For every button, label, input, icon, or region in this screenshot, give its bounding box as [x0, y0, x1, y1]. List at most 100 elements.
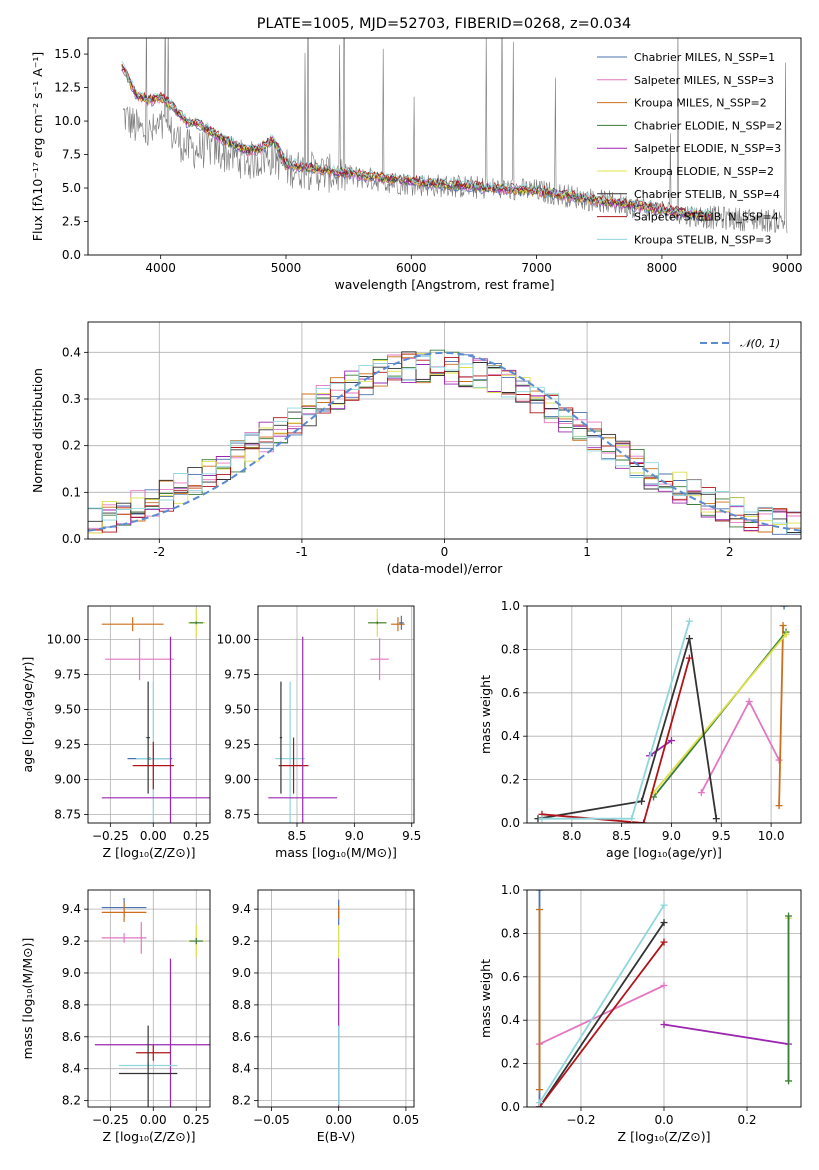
legend-label-7: Salpeter STELIB, N_SSP=4 [634, 211, 779, 224]
mass-Z-xtick-label: −0.25 [92, 1113, 129, 1127]
weight-age-marker-1-2 [775, 756, 783, 764]
weight-age-xtick-label: 8.5 [612, 829, 631, 843]
mass-EBV-ytick-label: 9.2 [232, 934, 251, 948]
mass-EBV-xtick-label: −0.05 [253, 1113, 290, 1127]
age-Z-ylabel: age [log₁₀(age/yr)] [20, 657, 35, 773]
mass-Z-point-1 [101, 902, 147, 922]
spectrum-xtick-label: 4000 [145, 261, 176, 275]
weight-Z-marker-0-1 [535, 890, 543, 894]
legend-label-1: Salpeter MILES, N_SSP=3 [634, 74, 774, 87]
weight-Z-ytick-label: 1.0 [501, 883, 520, 897]
age-Z-point-3 [101, 617, 164, 632]
mass-Z-plot-area [94, 897, 210, 1107]
legend-label-3: Chabrier ELODIE, N_SSP=2 [634, 119, 782, 132]
mass-Z-point-2 [101, 933, 147, 943]
model-line-1 [121, 65, 712, 222]
weight-age-marker-7-2 [685, 654, 693, 662]
weight-age-panel: 8.0 8.5 9.0 9.5 10.0 0.0 0.2 0.4 0.6 0.8 1.0 age [l… [478, 599, 802, 860]
age-Z-ytick-label: 9.50 [54, 703, 81, 717]
residuals-ylabel: Normed distribution [30, 368, 45, 493]
spectrum-xtick-label: 9000 [772, 261, 803, 275]
weight-Z-marker-1-1 [660, 981, 668, 989]
weight-Z-frame [526, 889, 802, 1108]
age-Z-xtick-label: −0.25 [92, 829, 129, 843]
figure-title: PLATE=1005, MJD=52703, FIBERID=0268, z=0… [257, 16, 631, 32]
weight-age-ytick-label: 0.2 [501, 773, 520, 787]
age-mass-ytick-label: 9.75 [224, 668, 251, 682]
weight-Z-plot-area [535, 890, 793, 1107]
mass-Z-ytick-label: 9.4 [62, 902, 81, 916]
weight-Z-marker-7-1 [660, 938, 668, 946]
age-mass-ytick-label: 9.00 [224, 773, 251, 787]
gaussian-reference-line [88, 351, 801, 532]
age-mass-point-0 [275, 681, 306, 823]
age-Z-panel: −0.25 0.00 0.25 8.75 9.00 9.25 9.50 9.75 10.00 Z … [20, 605, 211, 860]
spectrum-xtick-label: 6000 [396, 261, 427, 275]
mass-EBV-ytick-label: 8.4 [232, 1062, 251, 1076]
spectrum-ytick-label: 15.0 [54, 47, 81, 61]
weight-age-series-5 [652, 633, 787, 794]
weight-age-marker-8-2 [685, 617, 693, 625]
age-Z-ytick-label: 9.00 [54, 773, 81, 787]
age-Z-point-6 [189, 621, 204, 625]
age-mass-point-4 [370, 638, 389, 681]
weight-age-marker-0-0 [780, 606, 788, 610]
weight-age-ylabel: mass weight [478, 675, 493, 754]
weight-Z-ytick-label: 0.6 [501, 970, 520, 984]
weight-age-series-1 [700, 699, 780, 794]
spectrum-xlabel: wavelength [Angstrom, rest frame] [334, 277, 554, 292]
weight-Z-panel: −0.2 0.0 0.2 0.0 0.2 0.4 0.6 0.8 1.0 Z [log₁₀(Z/Z… [478, 883, 802, 1144]
weight-age-series-7 [541, 657, 691, 823]
weight-age-ytick-label: 1.0 [501, 599, 520, 613]
legend-label-8: Kroupa STELIB, N_SSP=3 [634, 233, 772, 246]
weight-age-ytick-label: 0.6 [501, 686, 520, 700]
mass-Z-ytick-label: 9.0 [62, 966, 81, 980]
age-Z-ytick-label: 8.75 [54, 808, 81, 822]
weight-Z-series-6 [538, 921, 665, 1107]
model-line-7 [121, 63, 712, 218]
model-line-2 [121, 66, 712, 223]
residuals-ytick-label: 0.0 [62, 532, 81, 546]
legend-label-reference: 𝒩(0, 1) [740, 337, 780, 350]
weight-age-marker-1-1 [745, 697, 753, 705]
weight-age-series-2 [778, 625, 784, 806]
weight-age-marker-6-3 [712, 815, 720, 823]
residuals-xtick-label: 0 [441, 545, 449, 559]
weight-Z-marker-5-1 [785, 912, 793, 920]
weight-age-xtick-label: 9.0 [662, 829, 681, 843]
age-Z-xtick-label: 0.25 [183, 829, 210, 843]
histogram-8 [88, 355, 801, 535]
residuals-xtick-label: 1 [583, 545, 591, 559]
weight-Z-ytick-label: 0.4 [501, 1013, 520, 1027]
spectrum-xtick-label: 8000 [647, 261, 678, 275]
weight-Z-xtick-label: 0.0 [654, 1113, 673, 1127]
mass-EBV-panel: −0.05 0.00 0.05 8.2 8.4 8.6 8.8 9.0 9.2 9.4 E(B-V) [232, 889, 419, 1144]
mass-Z-point-7 [136, 1044, 171, 1061]
age-mass-point-2 [279, 681, 283, 794]
weight-age-xtick-label: 10.0 [758, 829, 785, 843]
residuals-frame [87, 321, 802, 540]
mass-Z-point-5 [189, 937, 204, 945]
mass-EBV-ytick-label: 8.8 [232, 998, 251, 1012]
age-Z-point-4 [101, 636, 210, 823]
weight-age-marker-8-0 [538, 815, 546, 823]
weight-age-xtick-label: 9.5 [712, 829, 731, 843]
residuals-xtick-label: -1 [296, 545, 308, 559]
age-mass-point-8 [368, 621, 387, 625]
weight-Z-xlabel: Z [log₁₀(Z/Z⊙)] [618, 1129, 711, 1144]
weight-age-marker-4-1 [667, 737, 675, 745]
weight-age-series-6 [537, 638, 718, 820]
spectrum-ytick-label: 2.5 [62, 215, 81, 229]
spectrum-xtick-label: 5000 [271, 261, 302, 275]
mass-EBV-ytick-label: 8.6 [232, 1030, 251, 1044]
weight-Z-marker-5-0 [785, 1077, 793, 1085]
age-Z-xlabel: Z [log₁₀(Z/Z⊙)] [103, 845, 196, 860]
residuals-xlabel: (data-model)/error [387, 561, 504, 576]
weight-Z-marker-3-0 [660, 1021, 668, 1029]
age-mass-frame [257, 605, 415, 824]
weight-Z-ytick-label: 0.8 [501, 926, 520, 940]
weight-age-marker-1-0 [697, 789, 705, 797]
mass-Z-ytick-label: 8.4 [62, 1062, 81, 1076]
age-Z-ytick-label: 10.00 [47, 633, 81, 647]
residuals-ytick-label: 0.1 [62, 485, 81, 499]
